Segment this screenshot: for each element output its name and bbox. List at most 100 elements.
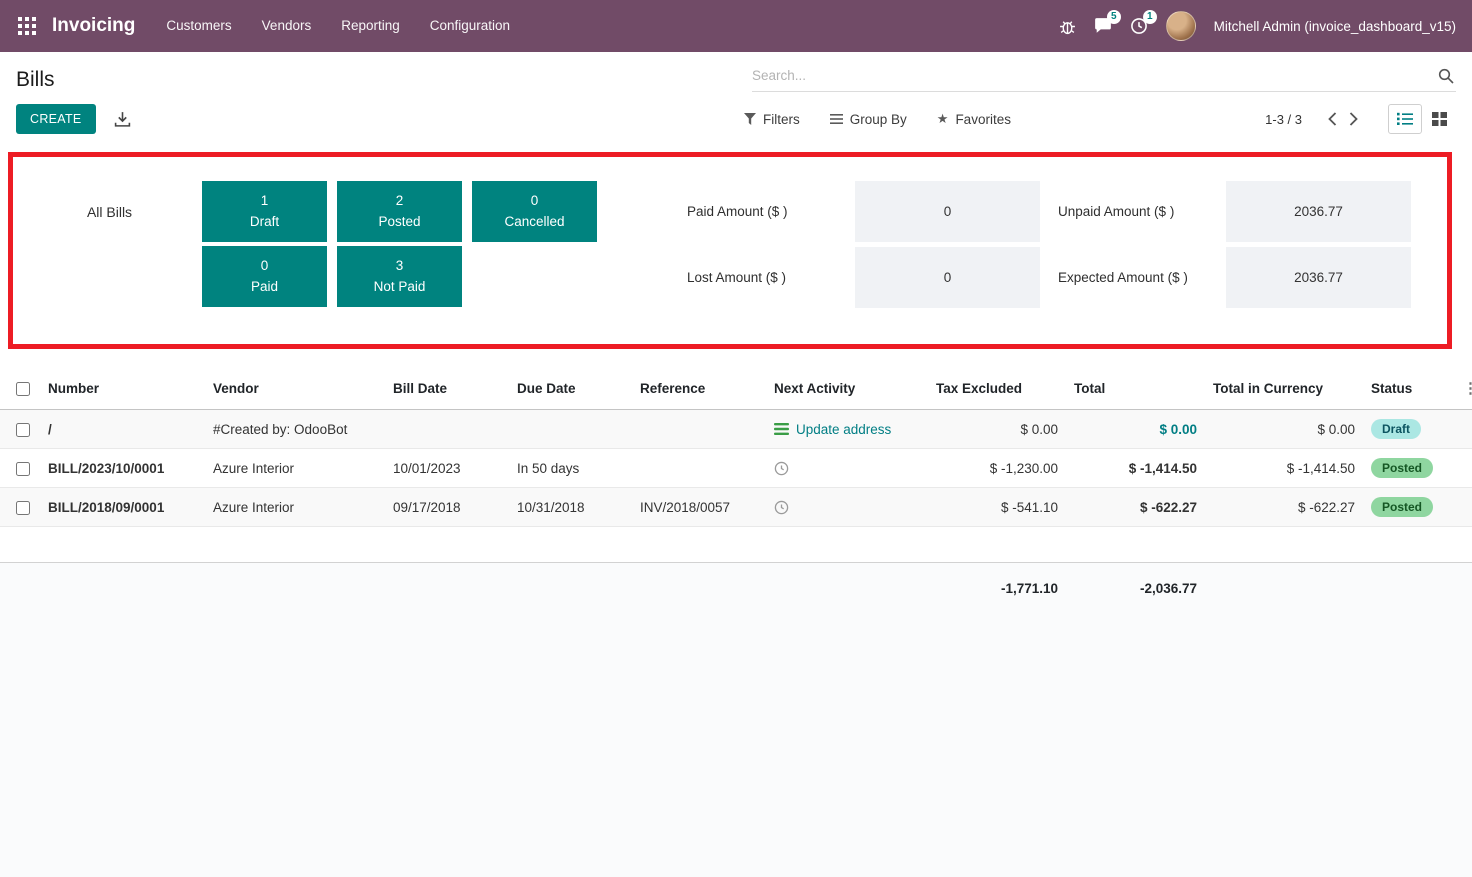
app-name[interactable]: Invoicing — [52, 15, 136, 36]
header-reference[interactable]: Reference — [632, 365, 766, 410]
due-date-overdue: 10/31/2018 — [509, 487, 632, 527]
header-number[interactable]: Number — [40, 365, 205, 410]
filters-label: Filters — [763, 111, 800, 127]
total-in-currency: $ 0.00 — [1205, 409, 1363, 449]
view-switcher — [1388, 104, 1456, 134]
control-panel-left: CREATE — [16, 104, 736, 134]
due-date — [509, 409, 632, 449]
not-paid-count: 3 — [395, 257, 404, 273]
posted-label: Posted — [378, 213, 421, 229]
status-badge: Draft — [1371, 419, 1422, 439]
cancelled-count: 0 — [530, 192, 539, 208]
tax-excluded-total: -1,771.10 — [1000, 581, 1058, 596]
debug-bug-icon[interactable] — [1059, 18, 1076, 35]
bill-number: / — [40, 409, 205, 449]
search-icon[interactable] — [1436, 68, 1456, 84]
bill-date: 09/17/2018 — [385, 487, 509, 527]
group-by-icon — [829, 114, 843, 124]
column-totals: -1,771.10 -2,036.77 — [0, 563, 1472, 606]
paid-amount-value: 0 — [855, 181, 1040, 242]
row-checkbox[interactable] — [16, 500, 30, 515]
table-row[interactable]: BILL/2018/09/0001 Azure Interior 09/17/2… — [0, 487, 1472, 527]
expected-amount-label: Expected Amount ($ ) — [1058, 270, 1188, 285]
reference: INV/2018/0057 — [632, 487, 766, 527]
all-bills-filter[interactable]: All Bills — [86, 203, 133, 220]
bill-number: BILL/2023/10/0001 — [40, 448, 205, 488]
amount-stats: Paid Amount ($ ) 0 Unpaid Amount ($ ) 20… — [687, 181, 1411, 308]
pager-previous-icon[interactable] — [1322, 110, 1343, 128]
messages-badge: 5 — [1107, 10, 1121, 24]
main-content: Invoicing Customers Vendors Reporting Co… — [0, 0, 1472, 563]
avatar[interactable] — [1165, 11, 1196, 41]
bills-dashboard-highlighted: All Bills 1 Draft 2 Posted 0 Cancelled 0… — [8, 152, 1452, 349]
unpaid-amount-value: 2036.77 — [1226, 181, 1411, 242]
export-download-icon[interactable] — [114, 111, 131, 128]
menu-customers[interactable]: Customers — [166, 18, 232, 33]
table-row[interactable]: / #Created by: OdooBot Update address $ … — [0, 409, 1472, 449]
paid-label: Paid — [250, 278, 279, 294]
top-menu: Customers Vendors Reporting Configuratio… — [151, 0, 525, 52]
reference — [632, 409, 766, 449]
bill-vendor: Azure Interior — [205, 448, 385, 488]
grand-total: -2,036.77 — [1139, 581, 1197, 596]
draft-filter-button[interactable]: 1 Draft — [202, 181, 327, 242]
lost-amount-value: 0 — [855, 247, 1040, 308]
header-tax-excluded[interactable]: Tax Excluded — [928, 365, 1066, 410]
header-next-activity[interactable]: Next Activity — [766, 365, 928, 410]
pager-counter: 1-3 / 3 — [1265, 111, 1302, 127]
unpaid-amount-label: Unpaid Amount ($ ) — [1058, 204, 1175, 219]
bill-vendor: #Created by: OdooBot — [205, 409, 385, 449]
page-title: Bills — [16, 68, 55, 91]
table-row[interactable]: BILL/2023/10/0001 Azure Interior 10/01/2… — [0, 448, 1472, 488]
next-activity-link[interactable]: Update address — [796, 421, 892, 437]
header-due-date[interactable]: Due Date — [509, 365, 632, 410]
menu-configuration[interactable]: Configuration — [429, 18, 511, 33]
activities-icon[interactable]: 1 — [1130, 10, 1157, 35]
total: $ 0.00 — [1066, 409, 1205, 449]
activities-badge: 1 — [1143, 10, 1157, 24]
list-view-button[interactable] — [1388, 104, 1422, 134]
search-input[interactable] — [752, 64, 1436, 87]
lost-amount-label: Lost Amount ($ ) — [687, 270, 787, 285]
paid-amount-label: Paid Amount ($ ) — [687, 204, 788, 219]
activity-clock-icon[interactable] — [774, 500, 789, 515]
create-button[interactable]: CREATE — [16, 104, 96, 134]
messages-icon[interactable]: 5 — [1094, 10, 1121, 35]
status-filter-buttons: 1 Draft 2 Posted 0 Cancelled 0 Paid 3 No… — [202, 181, 607, 311]
not-paid-filter-button[interactable]: 3 Not Paid — [337, 246, 462, 307]
top-navbar: Invoicing Customers Vendors Reporting Co… — [0, 0, 1472, 52]
select-all-checkbox[interactable] — [16, 381, 30, 396]
header-total[interactable]: Total — [1066, 365, 1205, 410]
posted-filter-button[interactable]: 2 Posted — [337, 181, 462, 242]
user-menu[interactable]: Mitchell Admin (invoice_dashboard_v15) — [1213, 18, 1456, 34]
optional-columns-icon[interactable]: ⋮ — [1463, 380, 1472, 397]
group-by-button[interactable]: Group By — [829, 112, 907, 127]
activity-list-icon — [774, 423, 789, 435]
row-checkbox[interactable] — [16, 422, 30, 437]
cancelled-filter-button[interactable]: 0 Cancelled — [472, 181, 597, 242]
search-bar — [752, 64, 1456, 92]
favorites-button[interactable]: ★ Favorites — [937, 111, 1011, 127]
expected-amount-value: 2036.77 — [1226, 247, 1411, 308]
menu-reporting[interactable]: Reporting — [341, 18, 400, 33]
empty-row — [0, 526, 1472, 563]
control-panel-top: Bills — [0, 52, 1472, 92]
apps-menu-icon[interactable] — [14, 13, 40, 39]
pager-next-icon[interactable] — [1343, 110, 1364, 128]
header-bill-date[interactable]: Bill Date — [385, 365, 509, 410]
paid-count: 0 — [260, 257, 269, 273]
header-total-in-currency[interactable]: Total in Currency — [1205, 365, 1363, 410]
header-vendor[interactable]: Vendor — [205, 365, 385, 410]
filters-button[interactable]: Filters — [744, 112, 800, 127]
menu-vendors[interactable]: Vendors — [261, 18, 312, 33]
header-status[interactable]: Status — [1363, 365, 1455, 410]
row-checkbox[interactable] — [16, 461, 30, 476]
activity-clock-icon[interactable] — [774, 461, 789, 476]
kanban-view-icon — [1431, 112, 1447, 126]
status-badge: Posted — [1371, 497, 1434, 517]
paid-filter-button[interactable]: 0 Paid — [202, 246, 327, 307]
kanban-view-button[interactable] — [1422, 104, 1456, 134]
grid-icon — [18, 17, 36, 35]
star-icon: ★ — [936, 111, 949, 126]
control-panel-right: Filters Group By ★ Favorites 1-3 / 3 — [736, 104, 1456, 134]
